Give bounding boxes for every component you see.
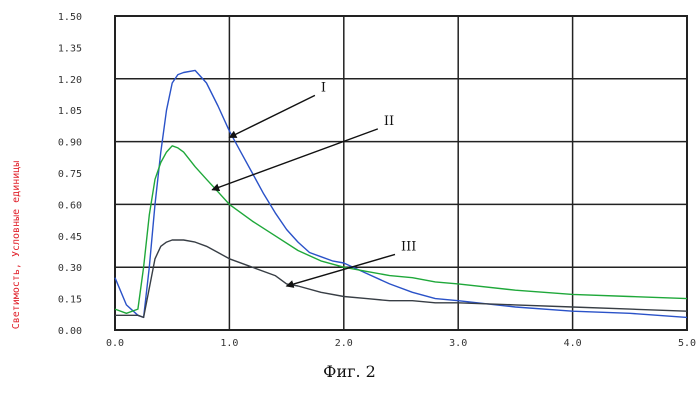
x-tick-label: 1.0	[220, 338, 238, 349]
x-tick-labels: 0.0 1.0 2.0 3.0 4.0 5.0	[106, 338, 696, 349]
y-tick-label: 1.35	[58, 43, 82, 54]
annotation-label-ii: II	[384, 114, 394, 129]
annotation-label-i: I	[321, 80, 326, 95]
annotation-label-iii: III	[401, 239, 416, 254]
y-tick-label: 0.75	[58, 169, 82, 180]
y-tick-label: 0.60	[58, 200, 82, 211]
x-tick-label: 2.0	[335, 338, 353, 349]
y-tick-label: 1.50	[58, 12, 82, 23]
x-tick-label: 5.0	[678, 338, 696, 349]
y-tick-labels: 0.00 0.15 0.30 0.45 0.60 0.75 0.90 1.05 1.20 1.35…	[58, 12, 82, 337]
y-tick-label: 0.30	[58, 263, 82, 274]
y-tick-label: 0.90	[58, 138, 82, 149]
figure-caption: Фиг. 2	[0, 362, 699, 381]
x-tick-label: 4.0	[564, 338, 582, 349]
y-axis-label: Светимость, Условные единицы	[11, 161, 22, 330]
y-tick-label: 0.45	[58, 232, 82, 243]
x-tick-label: 0.0	[106, 338, 124, 349]
y-tick-label: 0.15	[58, 295, 82, 306]
y-tick-label: 0.00	[58, 326, 82, 337]
x-tick-label: 3.0	[449, 338, 467, 349]
y-tick-label: 1.20	[58, 75, 82, 86]
y-tick-label: 1.05	[58, 106, 82, 117]
